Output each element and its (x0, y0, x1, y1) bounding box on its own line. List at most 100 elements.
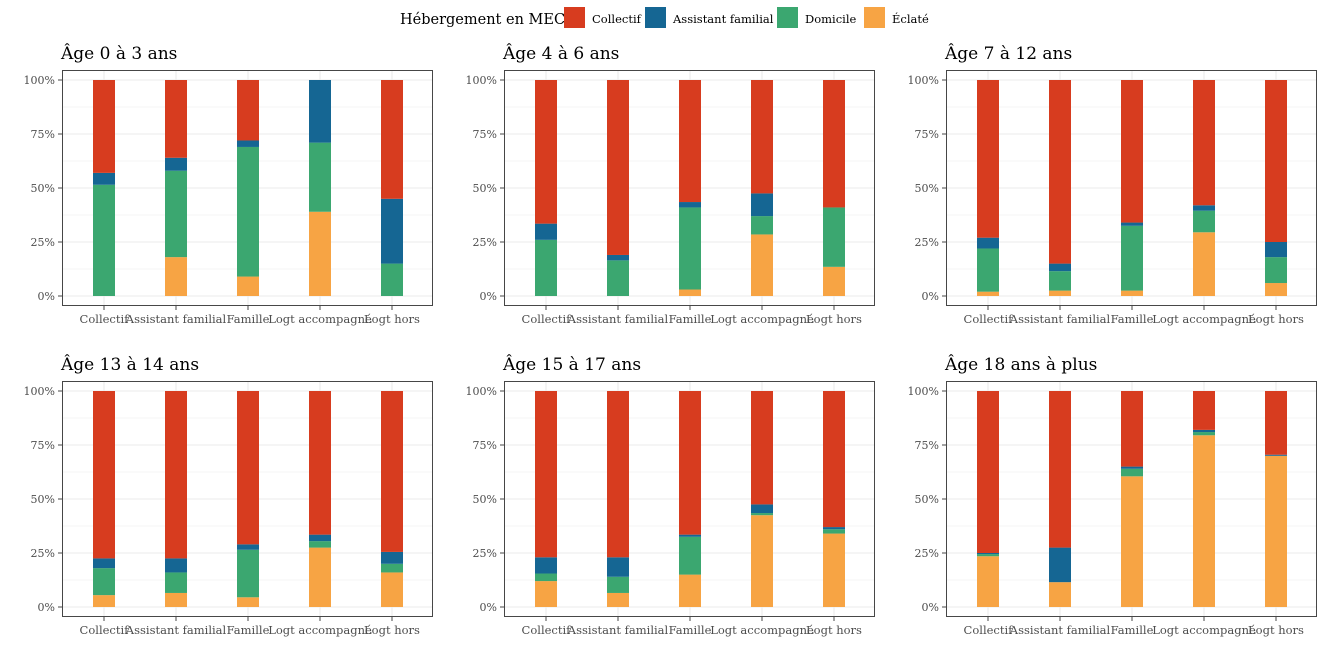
bar-segment-eclate-assistant-familial (1049, 290, 1071, 296)
bar-segment-collectif-famille (679, 391, 701, 535)
bar-segment-assistant-familial-logt-accompagne (309, 534, 331, 542)
bar-segment-assistant-familial-collectif (93, 558, 115, 569)
bar-segment-assistant-familial-assistant-familial (607, 557, 629, 577)
bar-segment-eclate-assistant-familial (165, 257, 187, 296)
panel-age-7-a-12-ans: Âge 7 à 12 ans 0% 25% 50% 75% 100% CollectifAs… (908, 43, 1317, 326)
bar-segment-eclate-assistant-familial (1049, 582, 1071, 607)
x-tick-label-logt-hors: Logt hors (806, 312, 862, 326)
bar-segment-assistant-familial-assistant-familial (165, 558, 187, 573)
legend-swatch-domicile (777, 7, 798, 28)
y-tick-label: 25% (31, 236, 55, 249)
legend-title: Hébergement en MECS (400, 12, 575, 28)
bar-segment-eclate-assistant-familial (165, 592, 187, 607)
bar-segment-eclate-logt-hors (1265, 455, 1287, 607)
bar-segment-assistant-familial-logt-hors (1265, 242, 1287, 258)
x-tick-label-logt-accompagne: Logt accompagné (710, 623, 814, 637)
legend-label-collectif: Collectif (592, 12, 642, 26)
bar-segment-assistant-familial-logt-accompagne (751, 193, 773, 217)
bar-segment-collectif-assistant-familial (607, 80, 629, 255)
panel-border (504, 70, 875, 306)
bar-segment-collectif-famille (237, 391, 259, 545)
bar-segment-domicile-logt-accompagne (309, 142, 331, 212)
x-tick-label-famille: Famille (669, 623, 712, 637)
bar-segment-collectif-logt-hors (381, 80, 403, 199)
bar-segment-collectif-famille (1121, 80, 1143, 223)
bar-segment-collectif-logt-hors (823, 391, 845, 528)
bar-segment-assistant-familial-famille (237, 140, 259, 147)
panel-border (946, 381, 1317, 617)
panel-title: Âge 13 à 14 ans (60, 354, 199, 375)
bar-segment-domicile-famille (237, 549, 259, 598)
panel-border (504, 381, 875, 617)
bar-segment-collectif-collectif (93, 80, 115, 173)
bar-segment-eclate-famille (679, 289, 701, 296)
y-tick-label: 75% (473, 128, 497, 141)
x-tick-label-collectif: Collectif (522, 312, 572, 326)
bar-segment-assistant-familial-famille (679, 202, 701, 208)
y-tick-label: 75% (31, 439, 55, 452)
x-tick-label-collectif: Collectif (80, 623, 130, 637)
bar-segment-eclate-assistant-familial (607, 592, 629, 607)
bar-segment-collectif-assistant-familial (165, 80, 187, 158)
bar-segment-collectif-logt-hors (381, 391, 403, 552)
bar-segment-assistant-familial-logt-hors (823, 527, 845, 530)
bar-segment-domicile-famille (679, 207, 701, 290)
bar-segment-assistant-familial-logt-accompagne (751, 504, 773, 514)
y-tick-label: 75% (31, 128, 55, 141)
bar-segment-domicile-collectif (535, 239, 557, 296)
bar-segment-domicile-logt-accompagne (1193, 210, 1215, 233)
bar-segment-collectif-collectif (93, 391, 115, 559)
bar-segment-assistant-familial-assistant-familial (607, 254, 629, 261)
bar-segment-assistant-familial-assistant-familial (1049, 263, 1071, 272)
bar-segment-eclate-logt-hors (823, 266, 845, 296)
bar-segment-collectif-logt-accompagne (1193, 80, 1215, 206)
y-tick-label: 25% (473, 236, 497, 249)
bar-segment-assistant-familial-famille (237, 544, 259, 550)
legend: Hébergement en MECS Collectif Assistant f… (400, 7, 929, 28)
legend-swatch-collectif (564, 7, 585, 28)
x-tick-label-famille: Famille (1111, 312, 1154, 326)
bar-segment-domicile-logt-accompagne (309, 541, 331, 548)
bar-segment-collectif-logt-hors (1265, 80, 1287, 242)
panel-title: Âge 18 ans à plus (944, 354, 1097, 375)
x-tick-label-assistant-familial: Assistant familial (1009, 312, 1111, 326)
panel-border (946, 70, 1317, 306)
x-tick-label-collectif: Collectif (80, 312, 130, 326)
bar-segment-assistant-familial-collectif (977, 553, 999, 555)
y-tick-label: 100% (908, 74, 939, 87)
y-tick-label: 0% (922, 601, 939, 614)
bar-segment-collectif-collectif (977, 391, 999, 553)
bar-segment-eclate-logt-accompagne (1193, 232, 1215, 296)
bar-segment-eclate-famille (679, 574, 701, 607)
legend-label-domicile: Domicile (805, 12, 857, 26)
bar-segment-domicile-assistant-familial (607, 260, 629, 296)
bar-segment-domicile-assistant-familial (1049, 271, 1071, 291)
x-tick-label-logt-accompagne: Logt accompagné (1152, 623, 1256, 637)
bar-segment-assistant-familial-assistant-familial (1049, 547, 1071, 583)
bar-segment-domicile-logt-hors (381, 263, 403, 296)
bar-segment-assistant-familial-logt-hors (381, 551, 403, 564)
bar-segment-eclate-logt-accompagne (751, 234, 773, 296)
x-tick-label-famille: Famille (1111, 623, 1154, 637)
bar-segment-eclate-logt-hors (823, 533, 845, 607)
y-tick-label: 50% (915, 182, 939, 195)
legend-swatch-eclate (864, 7, 885, 28)
x-tick-label-logt-accompagne: Logt accompagné (268, 623, 372, 637)
legend-label-eclate: Éclaté (892, 12, 929, 26)
bar-segment-eclate-collectif (977, 556, 999, 607)
bar-segment-domicile-logt-hors (823, 207, 845, 267)
panel-title: Âge 15 à 17 ans (502, 354, 641, 375)
x-tick-label-logt-accompagne: Logt accompagné (268, 312, 372, 326)
y-tick-label: 25% (915, 236, 939, 249)
bar-segment-eclate-logt-hors (1265, 283, 1287, 296)
bar-segment-eclate-logt-accompagne (751, 515, 773, 607)
panel-age-4-a-6-ans: Âge 4 à 6 ans 0% 25% 50% 75% 100% CollectifAss… (466, 43, 875, 326)
bar-segment-assistant-familial-collectif (535, 223, 557, 240)
x-tick-label-logt-hors: Logt hors (364, 623, 420, 637)
x-tick-label-assistant-familial: Assistant familial (125, 312, 227, 326)
bar-segment-domicile-famille (1121, 225, 1143, 291)
y-tick-label: 75% (915, 128, 939, 141)
bar-segment-assistant-familial-logt-accompagne (1193, 429, 1215, 433)
bar-segment-domicile-assistant-familial (165, 572, 187, 593)
y-tick-label: 25% (915, 547, 939, 560)
